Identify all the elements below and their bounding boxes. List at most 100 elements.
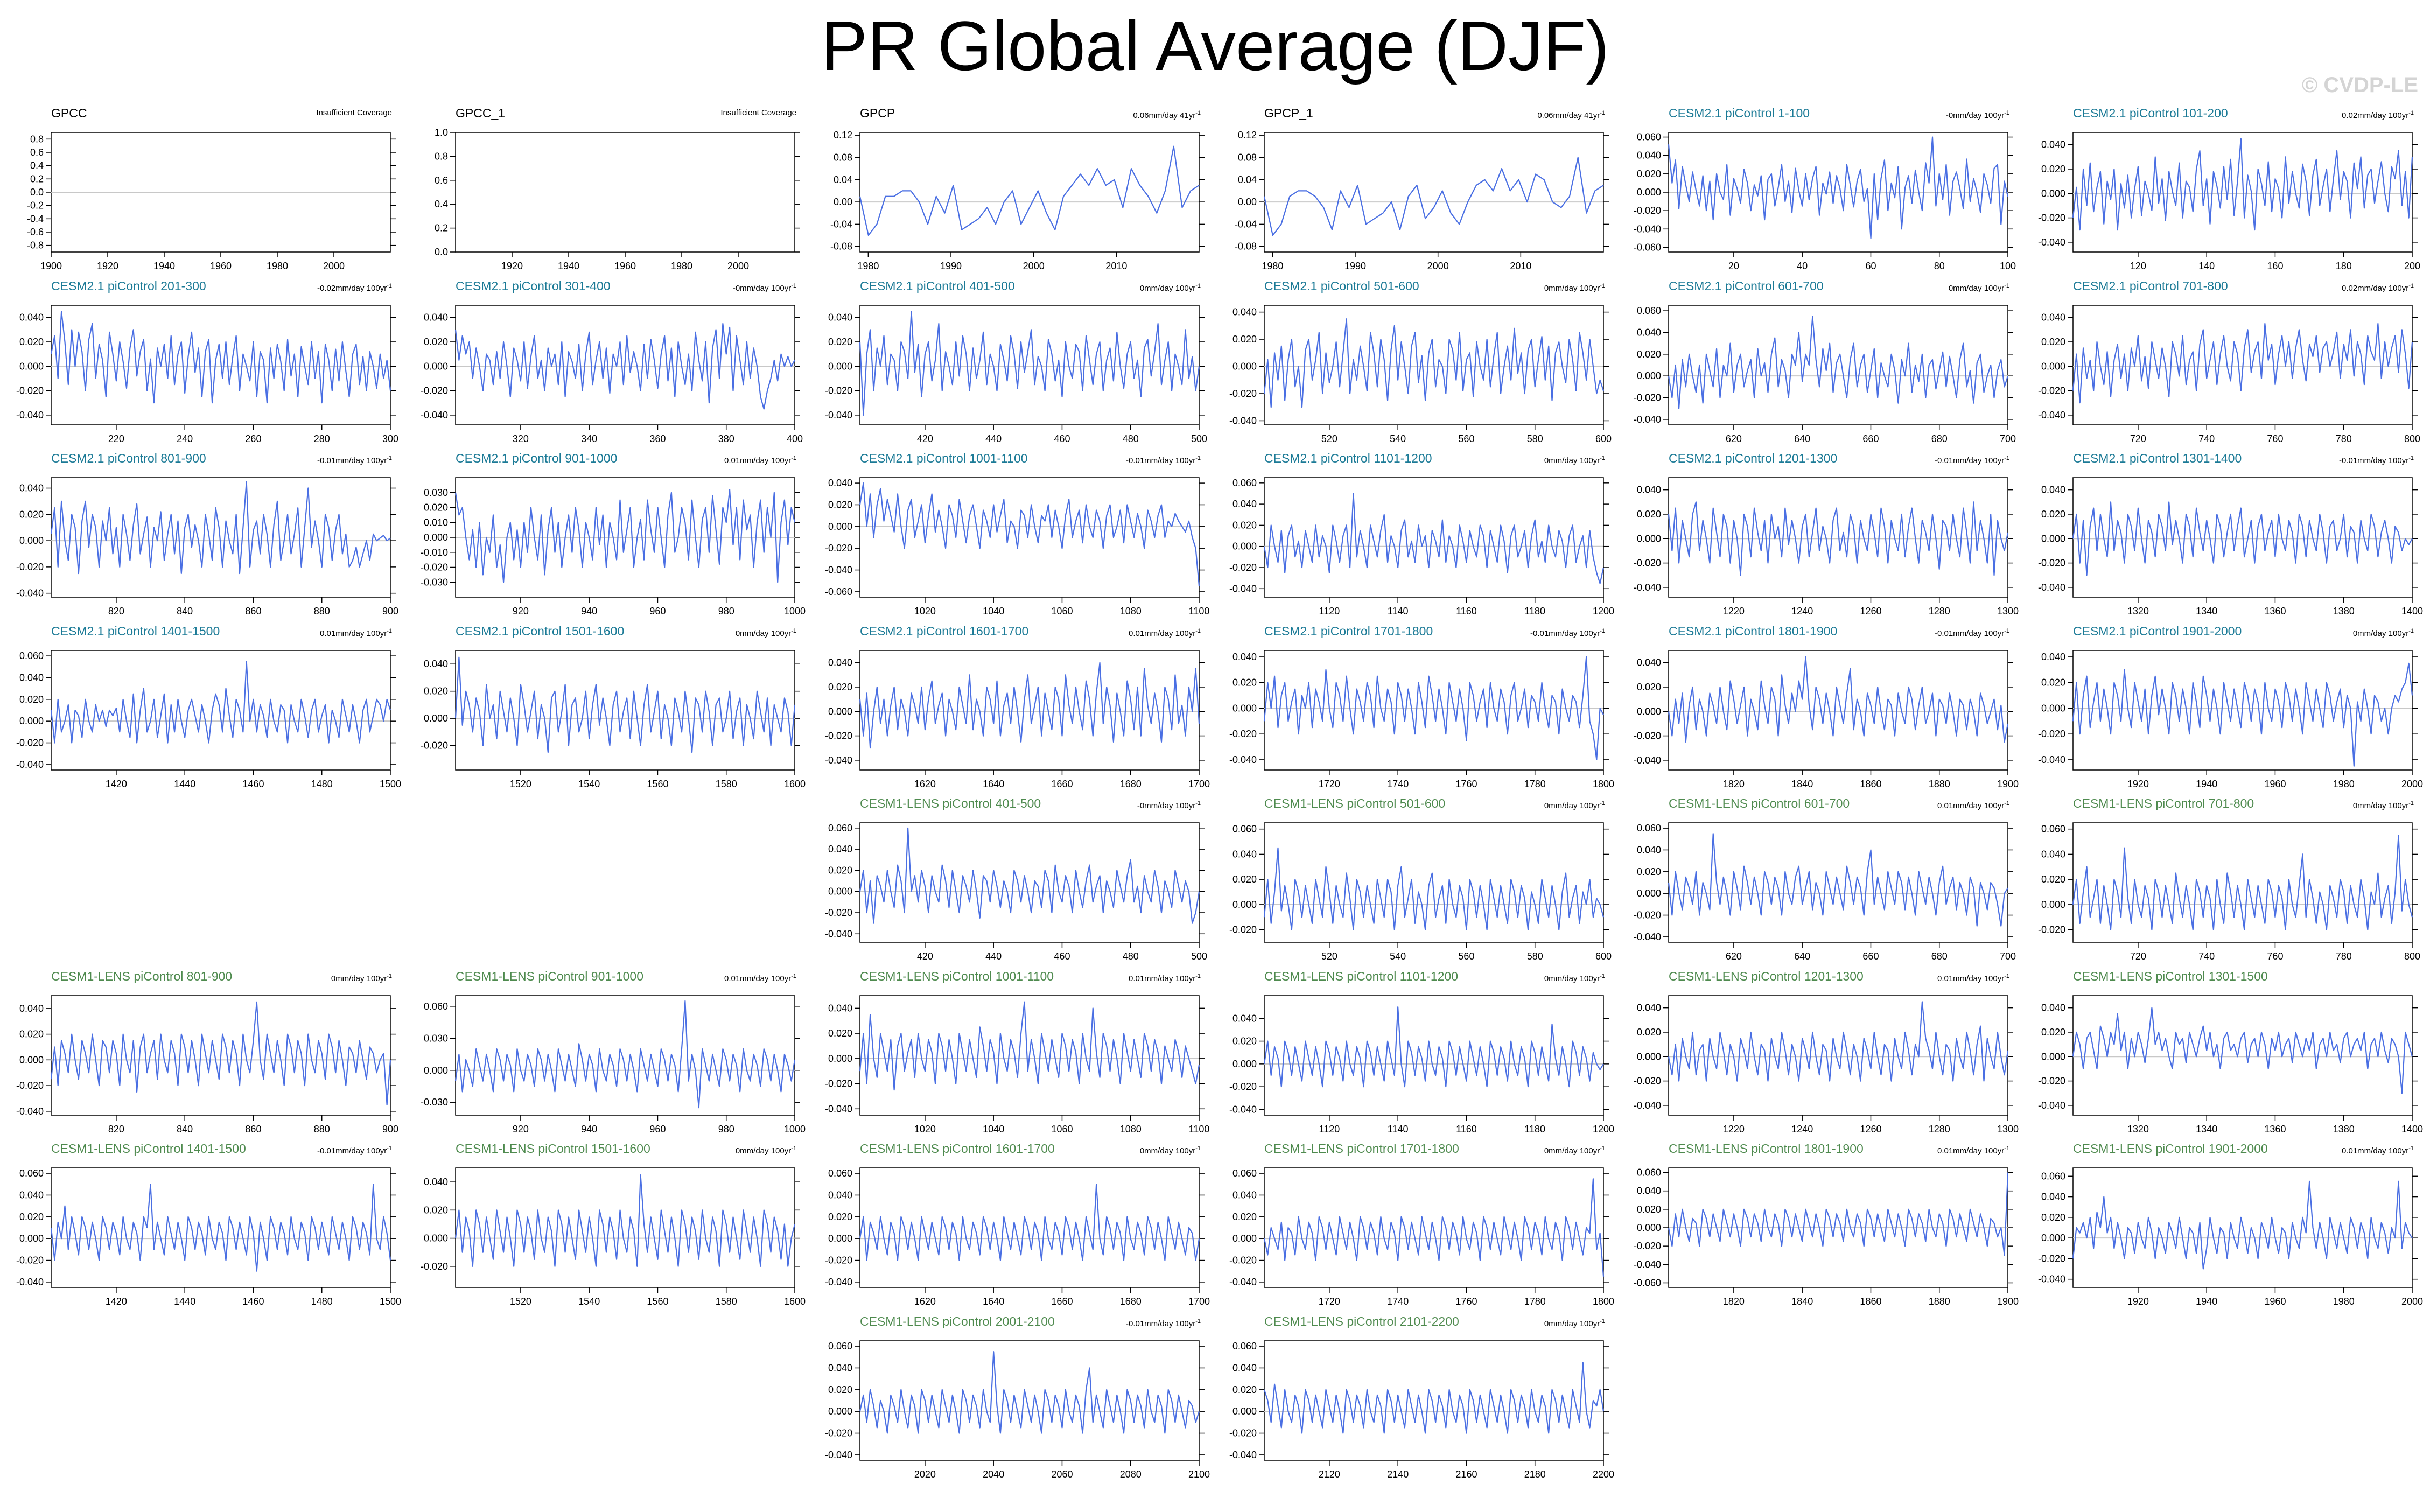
- panel-title: CESM2.1 piControl 701-800: [2073, 279, 2228, 293]
- series-line: [1668, 656, 2009, 743]
- y-tick-label: 0.020: [828, 865, 852, 876]
- plot-frame: [455, 650, 795, 771]
- y-tick-label: -0.020: [1634, 731, 1661, 741]
- x-tick-label: 280: [314, 433, 330, 444]
- y-tick-label: -0.020: [825, 386, 852, 396]
- y-tick-label: 0.000: [1232, 1233, 1257, 1244]
- chart-panel: CESM2.1 piControl 1001-1100 -0.01mm/day 1…: [809, 451, 1213, 623]
- plot-frame: [1668, 995, 2008, 1116]
- chart-panel: CESM1-LENS piControl 1801-1900 0.01mm/day…: [1617, 1141, 2021, 1313]
- x-tick-label: 440: [985, 433, 1002, 444]
- x-tick-label: 820: [108, 606, 124, 617]
- y-tick-label: -0.040: [16, 759, 44, 770]
- y-tick-label: -0.08: [1235, 241, 1257, 252]
- chart-plot: 0.060 0.040 0.020 0.000 -0.020 -0.040 620 640 66…: [1634, 822, 2016, 962]
- y-tick-label: 0.020: [19, 509, 44, 520]
- y-tick-label: -0.040: [2038, 582, 2065, 593]
- y-tick-label: 0.00: [1238, 197, 1257, 207]
- panel-title: CESM2.1 piControl 1701-1800: [1264, 624, 1433, 638]
- plot-frame: [859, 1167, 1200, 1288]
- panel-title: CESM1-LENS piControl 1701-1800: [1264, 1142, 1459, 1156]
- chart-plot: 0.040 0.020 0.000 -0.020 -0.040 820 840 860 880 9…: [16, 995, 398, 1135]
- y-tick-label: -0.030: [421, 1097, 448, 1108]
- y-tick-label: 0.020: [424, 502, 448, 513]
- chart-plot: 0.040 0.020 0.000 -0.020 -0.040 220 240 260 280 3…: [16, 305, 398, 444]
- chart-plot: 0.040 0.020 0.000 -0.020 -0.040 420 440 460 480 5…: [825, 305, 1207, 444]
- y-tick-label: -0.040: [825, 1277, 852, 1287]
- y-tick-label: 0.040: [1232, 849, 1257, 859]
- chart-plot: 0.040 0.020 0.000 -0.020 -0.040 1020 1040 1060 1…: [825, 995, 1209, 1135]
- y-tick-label: 0.020: [19, 1029, 44, 1040]
- x-tick-label: 1920: [2127, 1296, 2149, 1307]
- panel-trend: 0mm/day 100yr-1: [1948, 283, 2009, 293]
- y-tick-label: 0.000: [424, 1233, 448, 1244]
- x-tick-label: 360: [649, 433, 666, 444]
- x-tick-label: 1700: [1188, 1296, 1210, 1307]
- panel-trend: 0mm/day 100yr-1: [1544, 455, 1605, 465]
- panel-title: GPCC: [51, 106, 87, 120]
- y-tick-label: 0.040: [1637, 150, 1661, 161]
- x-tick-label: 1340: [2196, 606, 2217, 617]
- panel-trend: 0.01mm/day 100yr-1: [319, 628, 392, 638]
- y-tick-label: -0.040: [1634, 932, 1661, 942]
- x-tick-label: 1560: [647, 779, 668, 789]
- x-tick-label: 640: [1794, 951, 1810, 962]
- y-tick-label: 0.040: [1232, 499, 1257, 509]
- x-tick-label: 1920: [501, 261, 523, 271]
- x-tick-label: 1620: [914, 779, 936, 789]
- panel-trend: -0.01mm/day 100yr-1: [1530, 628, 1605, 638]
- x-tick-label: 2080: [1120, 1469, 1142, 1480]
- chart-plot: 0.040 0.020 0.000 -0.020 -0.040 1620 1640 1660 1…: [825, 650, 1210, 789]
- y-tick-label: 0.020: [19, 694, 44, 705]
- x-tick-label: 1660: [1051, 779, 1073, 789]
- y-tick-label: -0.2: [27, 200, 44, 211]
- x-tick-label: 1800: [1593, 1296, 1614, 1307]
- panel-trend: 0.06mm/day 41yr-1: [1537, 110, 1605, 120]
- series-line: [1668, 1001, 2009, 1082]
- y-tick-label: 0.8: [30, 134, 44, 144]
- y-tick-label: 0.020: [1232, 677, 1257, 688]
- x-tick-label: 700: [2000, 951, 2016, 962]
- panel-title: CESM1-LENS piControl 601-700: [1669, 796, 1850, 810]
- chart-panel: CESM2.1 piControl 1501-1600 0mm/day 100yr…: [404, 624, 808, 796]
- y-tick-label: -0.8: [27, 240, 44, 251]
- panel-trend: -0mm/day 100yr-1: [732, 283, 796, 293]
- panel-title: CESM2.1 piControl 501-600: [1264, 279, 1419, 293]
- y-tick-label: -0.020: [825, 1428, 852, 1439]
- y-tick-label: 0.000: [2041, 1051, 2065, 1062]
- x-tick-label: 1560: [647, 1296, 668, 1307]
- y-tick-label: -0.040: [2038, 410, 2065, 421]
- y-tick-label: 0.040: [828, 1003, 852, 1013]
- y-tick-label: -0.020: [2038, 386, 2065, 396]
- y-tick-label: -0.020: [16, 1080, 44, 1091]
- x-tick-label: 320: [513, 433, 529, 444]
- series-line: [454, 489, 796, 583]
- panel-trend: 0mm/day 100yr-1: [331, 973, 392, 983]
- plot-frame: [2072, 822, 2413, 943]
- chart-panel: CESM1-LENS piControl 1301-1500 0.040 0.020…: [2022, 969, 2426, 1141]
- y-tick-label: -0.020: [421, 1261, 448, 1272]
- y-tick-label: -0.060: [1634, 242, 1661, 253]
- x-tick-label: 1660: [1051, 1296, 1073, 1307]
- y-tick-label: 0.000: [424, 361, 448, 372]
- y-tick-label: 0.020: [1232, 1384, 1257, 1395]
- panel-trend: 0mm/day 100yr-1: [1544, 1318, 1605, 1328]
- y-tick-label: 0.030: [424, 487, 448, 498]
- y-tick-label: -0.020: [1634, 1076, 1661, 1087]
- y-tick-label: 0.000: [828, 886, 852, 897]
- x-tick-label: 580: [1527, 951, 1543, 962]
- y-tick-label: 0.060: [828, 1168, 852, 1179]
- panel-trend: 0.01mm/day 100yr-1: [1937, 800, 2009, 810]
- plot-frame: [859, 822, 1200, 943]
- y-tick-label: 0.040: [424, 659, 448, 669]
- chart-panel: CESM2.1 piControl 101-200 0.02mm/day 100y…: [2022, 106, 2426, 278]
- x-tick-label: 900: [382, 1124, 398, 1135]
- y-tick-label: 0.060: [424, 1001, 448, 1012]
- y-tick-label: 0.040: [2041, 312, 2065, 323]
- y-tick-label: -0.040: [16, 588, 44, 599]
- panel-title: CESM1-LENS piControl 1201-1300: [1669, 969, 1864, 983]
- x-tick-label: 2100: [1188, 1469, 1210, 1480]
- chart-panel: CESM1-LENS piControl 1101-1200 0mm/day 10…: [1213, 969, 1617, 1141]
- y-tick-label: -0.020: [1229, 388, 1257, 399]
- y-tick-label: -0.04: [830, 219, 852, 229]
